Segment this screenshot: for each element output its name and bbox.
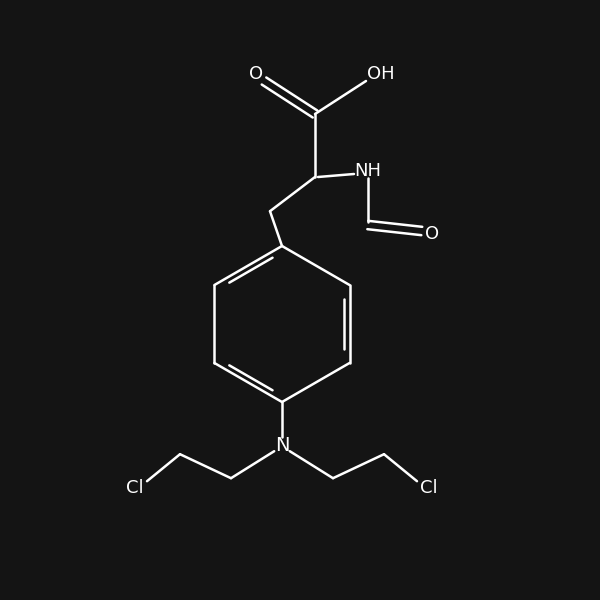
Text: NH: NH — [354, 162, 382, 180]
Text: Cl: Cl — [420, 479, 438, 497]
Text: Cl: Cl — [126, 479, 144, 497]
Text: O: O — [248, 65, 263, 83]
Text: N: N — [275, 436, 289, 455]
Text: OH: OH — [367, 65, 394, 83]
Text: O: O — [425, 225, 439, 243]
